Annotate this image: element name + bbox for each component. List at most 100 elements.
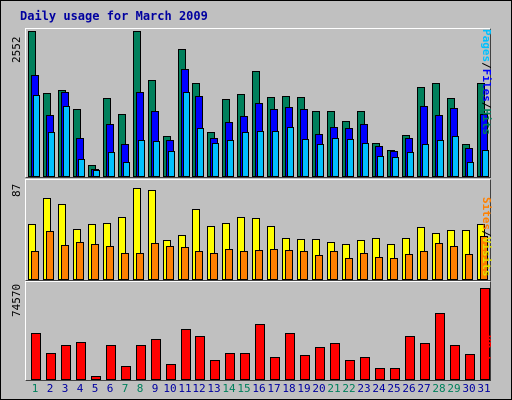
legend-sites: Sites	[480, 197, 493, 231]
bar-kbytes-day-21	[330, 343, 340, 380]
bar-pages-day-23	[362, 143, 369, 177]
bar-sites-day-16	[255, 250, 263, 280]
bar-pages-day-12	[197, 128, 204, 177]
bar-kbytes-day-23	[360, 357, 370, 380]
bar-kbytes-day-28	[435, 313, 445, 380]
bar-pages-day-30	[467, 162, 474, 177]
bar-sites-day-10	[166, 246, 174, 280]
bar-sites-day-29	[450, 246, 458, 280]
day-label-12: 12	[192, 382, 206, 395]
bar-kbytes-day-19	[300, 355, 310, 380]
bar-sites-day-28	[435, 243, 443, 280]
bar-sites-day-4	[76, 242, 84, 280]
bar-kbytes-day-22	[345, 360, 355, 380]
bar-sites-day-23	[360, 253, 368, 280]
day-label-15: 15	[237, 382, 251, 395]
legend-hits: Hits	[480, 108, 493, 136]
bar-sites-day-24	[375, 257, 383, 280]
bar-sites-day-20	[315, 255, 323, 280]
day-label-27: 27	[417, 382, 431, 395]
bar-pages-day-1	[33, 95, 40, 177]
bar-pages-day-13	[212, 143, 219, 177]
bar-pages-day-20	[317, 144, 324, 177]
bar-kbytes-day-6	[106, 345, 116, 380]
day-axis: 1 2 3 4 5 6 7 8 9 10 11 12 13 14 15 16 17 18 19 20 21 22 23 24 2…	[25, 382, 491, 396]
day-label-8: 8	[136, 382, 144, 395]
bar-kbytes-day-20	[315, 347, 325, 380]
bar-pages-day-18	[287, 127, 294, 177]
bar-sites-day-14	[225, 249, 233, 280]
day-label-6: 6	[106, 382, 114, 395]
chart-title: Daily usage for March 2009	[20, 9, 208, 23]
bar-sites-day-17	[270, 249, 278, 280]
day-label-25: 25	[387, 382, 401, 395]
bar-sites-day-26	[405, 254, 413, 280]
bar-kbytes-day-8	[136, 345, 146, 380]
legend-visits: Visits	[480, 236, 493, 277]
bar-pages-day-6	[108, 152, 115, 177]
day-label-18: 18	[282, 382, 296, 395]
day-label-28: 28	[432, 382, 446, 395]
bar-pages-day-28	[437, 140, 444, 177]
bar-kbytes-day-15	[240, 353, 250, 380]
bar-sites-day-31	[480, 236, 488, 280]
day-label-20: 20	[312, 382, 326, 395]
day-label-23: 23	[357, 382, 371, 395]
bar-pages-day-4	[78, 159, 85, 177]
legend-pages: Pages	[480, 29, 493, 63]
day-label-14: 14	[222, 382, 236, 395]
bar-kbytes-day-5	[91, 376, 101, 380]
bottom-panel-legend: KBytes	[480, 335, 493, 375]
bottom-panel	[25, 281, 491, 381]
bar-pages-day-5	[93, 170, 100, 177]
bar-sites-day-5	[91, 244, 99, 280]
bar-kbytes-day-26	[405, 336, 415, 380]
bar-kbytes-day-10	[166, 364, 176, 380]
day-label-1: 1	[31, 382, 39, 395]
bar-kbytes-day-12	[195, 336, 205, 380]
bar-sites-day-13	[210, 253, 218, 280]
bar-kbytes-day-29	[450, 345, 460, 380]
bar-kbytes-day-18	[285, 333, 295, 380]
bar-pages-day-29	[452, 136, 459, 177]
day-label-13: 13	[207, 382, 221, 395]
day-label-16: 16	[252, 382, 266, 395]
bar-sites-day-1	[31, 251, 39, 280]
top-panel	[25, 28, 491, 178]
bar-pages-day-2	[48, 132, 55, 177]
bar-kbytes-day-31	[480, 288, 490, 380]
day-label-5: 5	[91, 382, 99, 395]
bar-pages-day-31	[482, 150, 489, 177]
bar-kbytes-day-3	[61, 345, 71, 380]
bar-pages-day-19	[302, 139, 309, 177]
bar-sites-day-27	[420, 251, 428, 280]
day-label-7: 7	[121, 382, 129, 395]
bottom-panel-max-label: 74570	[10, 283, 23, 317]
bar-kbytes-day-2	[46, 353, 56, 380]
bar-sites-day-7	[121, 253, 129, 280]
day-label-22: 22	[342, 382, 356, 395]
top-panel-legend: Pages/Files/Hits	[480, 29, 493, 135]
bar-pages-day-25	[392, 157, 399, 177]
bar-pages-day-26	[407, 152, 414, 177]
legend-files: Files	[480, 68, 493, 102]
bar-sites-day-9	[151, 243, 159, 280]
day-label-4: 4	[76, 382, 84, 395]
day-label-29: 29	[447, 382, 461, 395]
bar-pages-day-17	[272, 131, 279, 177]
day-label-11: 11	[178, 382, 192, 395]
day-label-17: 17	[267, 382, 281, 395]
bar-sites-day-11	[181, 247, 189, 280]
day-label-21: 21	[327, 382, 341, 395]
bar-pages-day-14	[227, 140, 234, 177]
bar-pages-day-7	[123, 162, 130, 177]
bar-kbytes-day-7	[121, 366, 131, 380]
bar-kbytes-day-11	[181, 329, 191, 380]
bar-sites-day-3	[61, 245, 69, 280]
top-panel-max-label: 2552	[10, 36, 23, 64]
bar-kbytes-day-25	[390, 368, 400, 380]
day-label-3: 3	[61, 382, 69, 395]
bar-sites-day-22	[345, 258, 353, 280]
bar-sites-day-18	[285, 250, 293, 280]
